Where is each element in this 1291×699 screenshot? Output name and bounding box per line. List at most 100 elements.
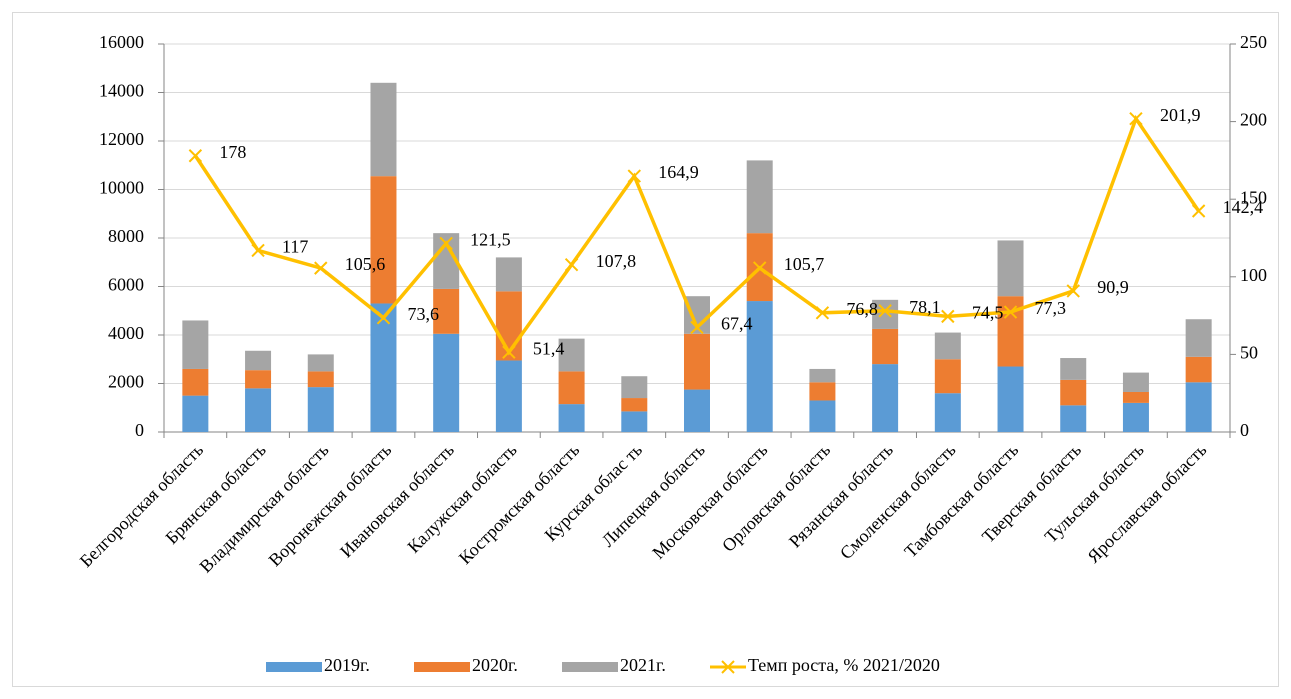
data-label: 74,5	[972, 303, 1004, 323]
bar-segment	[370, 303, 397, 432]
y-tick-label: 14000	[99, 81, 144, 101]
bar-segment	[245, 388, 272, 432]
line-marker	[1129, 111, 1143, 126]
data-label: 76,8	[846, 299, 878, 319]
bar-segment	[872, 299, 899, 329]
x-tick-label: Московская область	[648, 440, 771, 563]
bar-segment	[872, 364, 899, 432]
legend-label: 2019г.	[324, 655, 370, 675]
bar-segment	[245, 370, 272, 389]
line-marker	[376, 311, 391, 325]
legend-label: 2021г.	[620, 655, 666, 675]
data-label: 178	[219, 142, 246, 162]
x-tick-label: Ивановская область	[336, 440, 458, 562]
data-label: 201,9	[1160, 105, 1201, 125]
bar-segment	[746, 160, 773, 234]
bar-segment	[245, 350, 272, 371]
y-tick-label: 2000	[108, 372, 144, 392]
bar-segment	[872, 328, 899, 365]
bar-segment	[307, 354, 334, 372]
legend-swatch	[266, 662, 322, 672]
bar-segment	[182, 368, 209, 396]
legend-label: 2020г.	[472, 655, 518, 675]
y-tick-label: 10000	[99, 178, 144, 198]
chart-border	[12, 12, 1279, 687]
bar-segment	[746, 301, 773, 432]
line-marker	[1191, 204, 1206, 218]
bar-segment	[1122, 391, 1149, 403]
x-tick-label: Рязанская область	[785, 440, 897, 552]
data-label: 73,6	[407, 304, 439, 324]
bar-segment	[307, 371, 334, 388]
data-label: 121,5	[470, 230, 511, 250]
data-label: 142,4	[1223, 197, 1264, 217]
line-marker	[439, 236, 453, 251]
bar-segment	[621, 398, 648, 412]
data-label: 105,7	[784, 254, 825, 274]
bar-segment	[809, 382, 836, 401]
x-tick-label: Смоленская область	[836, 440, 960, 564]
bar-segment	[1185, 382, 1212, 432]
x-tick-label: Костромская область	[455, 440, 583, 568]
bar-segment	[1185, 356, 1212, 383]
line-marker	[690, 320, 704, 335]
bar-segment	[684, 389, 710, 432]
bar-segment	[558, 338, 585, 372]
bar-segment	[558, 404, 585, 432]
x-tick-label: Ярославская область	[1083, 440, 1210, 567]
y-tick-label: 4000	[108, 323, 144, 343]
line-marker	[752, 261, 767, 275]
y-tick-label: 16000	[99, 32, 144, 52]
y-tick-label: 12000	[99, 129, 144, 149]
data-label: 164,9	[658, 162, 699, 182]
bar-segment	[1185, 319, 1212, 357]
bar-segment	[182, 320, 209, 369]
bar-segment	[621, 411, 648, 432]
data-label: 77,3	[1035, 298, 1067, 318]
y2-tick-label: 250	[1240, 32, 1267, 52]
bar-segment	[934, 359, 961, 394]
data-label: 90,9	[1097, 277, 1129, 297]
bar-segment	[934, 393, 961, 432]
bar-segment	[495, 360, 522, 432]
line-marker	[502, 345, 516, 359]
x-tick-label: Орловская область	[718, 440, 834, 556]
legend-swatch	[721, 660, 735, 674]
line-marker	[188, 149, 203, 163]
data-label: 105,6	[345, 254, 386, 274]
x-tick-label: Белгородская область	[76, 440, 207, 571]
y2-tick-label: 50	[1240, 343, 1258, 363]
legend-swatch	[562, 662, 618, 672]
y-tick-label: 6000	[108, 275, 144, 295]
bar-segment	[307, 387, 334, 432]
bar-segment	[433, 288, 460, 334]
bar-segment	[370, 82, 397, 177]
data-label: 51,4	[533, 338, 565, 358]
line-marker	[627, 169, 642, 183]
line-marker	[251, 243, 265, 258]
data-label: 67,4	[721, 314, 753, 334]
line-marker	[564, 257, 579, 272]
bar-segment	[1122, 402, 1149, 432]
bar-segment	[684, 333, 710, 390]
bar-segment	[997, 240, 1024, 297]
y2-tick-label: 0	[1240, 420, 1249, 440]
bar-segment	[934, 332, 961, 360]
bar-segment	[809, 400, 836, 432]
bar-segment	[1060, 358, 1087, 380]
data-label: 117	[282, 237, 308, 257]
bar-segment	[1060, 405, 1087, 432]
x-tick-label: Калужская область	[403, 440, 520, 557]
line-marker	[941, 309, 955, 324]
bar-segment	[182, 395, 209, 432]
legend-swatch	[414, 662, 470, 672]
bar-segment	[495, 257, 522, 292]
bar-segment	[1060, 379, 1087, 406]
y2-tick-label: 200	[1240, 110, 1267, 130]
data-label: 78,1	[909, 297, 941, 317]
line-marker	[1066, 284, 1080, 298]
y-tick-label: 8000	[108, 226, 144, 246]
line-marker	[314, 261, 328, 275]
bar-segment	[621, 376, 648, 399]
